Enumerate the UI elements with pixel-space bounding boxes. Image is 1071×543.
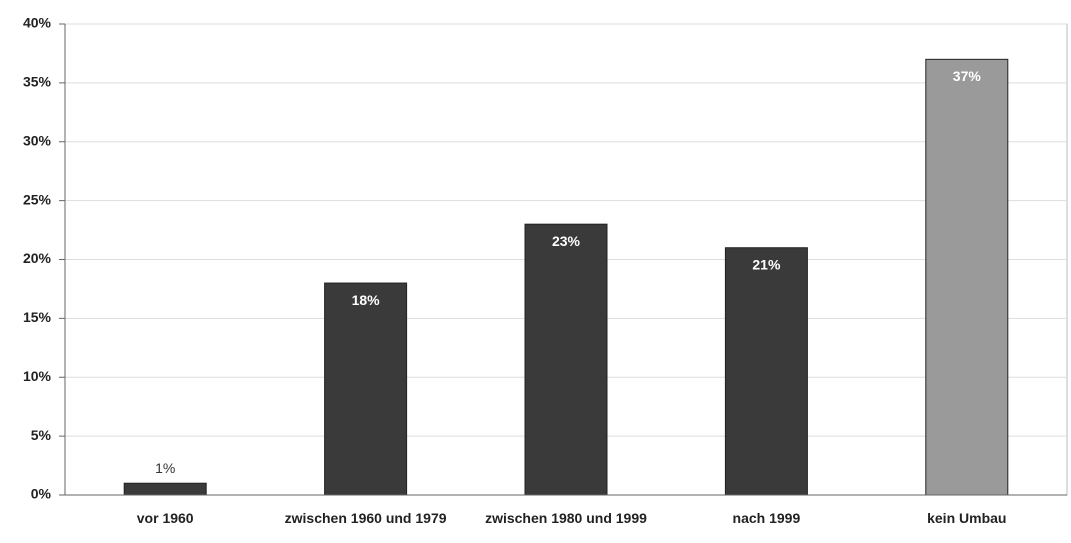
data-label: 1% (155, 460, 175, 476)
x-tick-label: vor 1960 (136, 510, 194, 526)
y-tick-label: 40% (23, 15, 52, 31)
x-tick-label: zwischen 1960 und 1979 (284, 510, 447, 526)
y-tick-label: 20% (23, 250, 52, 266)
y-tick-label: 5% (31, 427, 52, 443)
data-label: 23% (552, 233, 581, 249)
x-tick-label: kein Umbau (927, 510, 1007, 526)
y-tick-label: 15% (23, 309, 52, 325)
data-label: 37% (953, 68, 982, 84)
bar (925, 58, 1009, 496)
y-tick-label: 35% (23, 74, 52, 90)
data-label: 18% (352, 292, 381, 308)
x-tick-label: nach 1999 (732, 510, 801, 526)
x-tick-label: zwischen 1980 und 1999 (485, 510, 647, 526)
bar (524, 223, 608, 496)
data-label: 21% (752, 256, 781, 272)
bar (724, 247, 808, 496)
bar (123, 482, 207, 496)
y-tick-label: 10% (23, 368, 52, 384)
y-tick-label: 30% (23, 132, 52, 148)
y-tick-label: 25% (23, 191, 52, 207)
bar (324, 282, 408, 496)
y-tick-label: 0% (31, 486, 52, 502)
